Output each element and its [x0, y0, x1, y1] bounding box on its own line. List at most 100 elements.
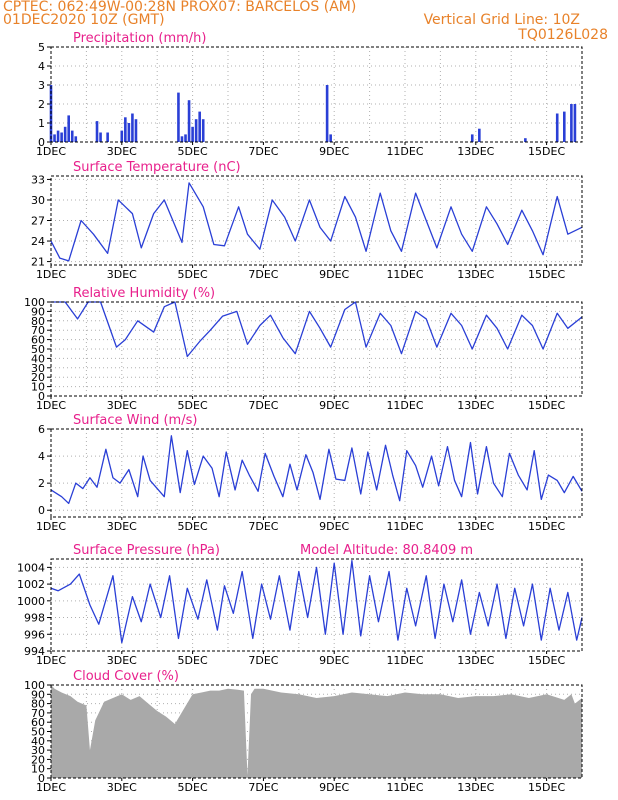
panel-frame — [50, 428, 583, 518]
precip-bar — [187, 100, 191, 142]
x-tick-label: 15DEC — [528, 145, 565, 158]
panel-4: 0 2 4 6 1DEC 3DEC 5DEC 7DEC 9DEC 11DEC 13DEC 15DEC S… — [36, 413, 583, 533]
y-tick-label: 80 — [31, 698, 45, 711]
x-tick-label: 11DEC — [386, 520, 423, 533]
precip-bar — [198, 111, 201, 142]
x-tick-label: 9DEC — [319, 654, 349, 667]
x-tick-label: 3DEC — [107, 520, 137, 533]
precip-bar — [63, 126, 67, 142]
x-tick-label: 5DEC — [178, 145, 208, 158]
y-tick-label: 6 — [38, 423, 45, 436]
y-tick-label: 5 — [38, 41, 45, 54]
y-tick-label: 10 — [31, 381, 45, 394]
x-tick-label: 1DEC — [36, 781, 66, 794]
header-line1: CPTEC: 062:49W-00:28N PROX07: BARCELOS (… — [3, 0, 357, 15]
panel-title: Surface Temperature (nC) — [73, 160, 241, 175]
header-model-code: TQ0126L028 — [518, 27, 608, 43]
precip-bar — [201, 119, 205, 142]
x-tick-label: 7DEC — [248, 654, 278, 667]
y-tick-label: 60 — [31, 716, 45, 729]
y-tick-label: 4 — [38, 450, 45, 463]
x-tick-label: 13DEC — [457, 654, 494, 667]
x-tick-label: 9DEC — [319, 781, 349, 794]
x-tick-label: 15DEC — [528, 520, 565, 533]
x-tick-label: 3DEC — [107, 145, 137, 158]
y-tick-label: 50 — [31, 726, 45, 739]
x-tick-label: 7DEC — [248, 520, 278, 533]
y-tick-label: 50 — [31, 343, 45, 356]
x-tick-label: 5DEC — [178, 654, 208, 667]
series-line — [50, 182, 583, 262]
y-tick-label: 90 — [31, 688, 45, 701]
y-tick-label: 994 — [24, 645, 45, 658]
series-line — [51, 301, 583, 358]
precip-bar — [555, 113, 559, 142]
precip-bar — [573, 104, 577, 142]
x-tick-label: 9DEC — [319, 145, 349, 158]
precip-bar — [95, 121, 99, 142]
x-tick-label: 3DEC — [107, 654, 137, 667]
precip-bar — [184, 134, 187, 142]
y-tick-label: 20 — [31, 371, 45, 384]
x-tick-label: 11DEC — [386, 781, 423, 794]
x-tick-label: 15DEC — [528, 268, 565, 281]
y-tick-label: 1 — [38, 117, 45, 130]
x-tick-label: 15DEC — [528, 781, 565, 794]
y-tick-label: 30 — [31, 744, 45, 757]
series-line — [50, 435, 583, 505]
x-tick-label: 3DEC — [107, 781, 137, 794]
precip-bar — [53, 134, 56, 142]
panel-title: Cloud Cover (%) — [73, 669, 179, 684]
panel-title: Precipitation (mm/h) — [73, 31, 206, 46]
x-tick-label: 9DEC — [319, 399, 349, 412]
precip-bar — [524, 138, 527, 142]
x-tick-label: 9DEC — [319, 520, 349, 533]
y-tick-label: 998 — [24, 612, 45, 625]
precip-bar — [99, 132, 102, 142]
x-tick-label: 5DEC — [178, 399, 208, 412]
y-tick-label: 0 — [38, 390, 45, 403]
x-tick-label: 13DEC — [457, 268, 494, 281]
precip-bar — [563, 111, 566, 142]
precip-bar — [177, 92, 180, 142]
x-tick-label: 5DEC — [178, 781, 208, 794]
x-tick-label: 9DEC — [319, 268, 349, 281]
x-tick-label: 5DEC — [178, 520, 208, 533]
precip-bar — [131, 113, 134, 142]
precip-bar — [124, 117, 127, 142]
x-tick-label: 3DEC — [107, 399, 137, 412]
precip-bar — [60, 132, 63, 142]
precip-bar — [570, 104, 573, 142]
x-tick-label: 11DEC — [386, 145, 423, 158]
panel-title: Surface Wind (m/s) — [73, 413, 197, 428]
y-tick-label: 2 — [38, 477, 45, 490]
y-tick-label: 4 — [38, 60, 45, 73]
y-tick-label: 60 — [31, 334, 45, 347]
x-tick-label: 11DEC — [386, 399, 423, 412]
x-tick-label: 13DEC — [457, 781, 494, 794]
y-tick-label: 33 — [31, 173, 45, 186]
y-tick-label: 21 — [31, 256, 45, 269]
x-tick-label: 1DEC — [36, 654, 66, 667]
x-tick-label: 1DEC — [36, 268, 66, 281]
y-tick-label: 30 — [31, 194, 45, 207]
x-tick-label: 3DEC — [107, 268, 137, 281]
panel-frame — [50, 46, 583, 143]
header-grid-note: Vertical Grid Line: 10Z — [423, 12, 580, 28]
y-tick-label: 90 — [31, 305, 45, 318]
precip-bar — [120, 130, 124, 142]
precip-bar — [56, 130, 60, 142]
y-tick-label: 10 — [31, 763, 45, 776]
x-tick-label: 11DEC — [386, 268, 423, 281]
y-tick-label: 0 — [38, 504, 45, 517]
x-tick-label: 7DEC — [248, 399, 278, 412]
panel-frame — [50, 175, 583, 266]
x-tick-label: 13DEC — [457, 145, 494, 158]
x-tick-label: 13DEC — [457, 520, 494, 533]
precip-bar — [127, 123, 131, 142]
y-tick-label: 70 — [31, 324, 45, 337]
precip-bar — [470, 134, 474, 142]
panel-frame — [50, 558, 583, 652]
y-tick-label: 24 — [31, 235, 45, 248]
